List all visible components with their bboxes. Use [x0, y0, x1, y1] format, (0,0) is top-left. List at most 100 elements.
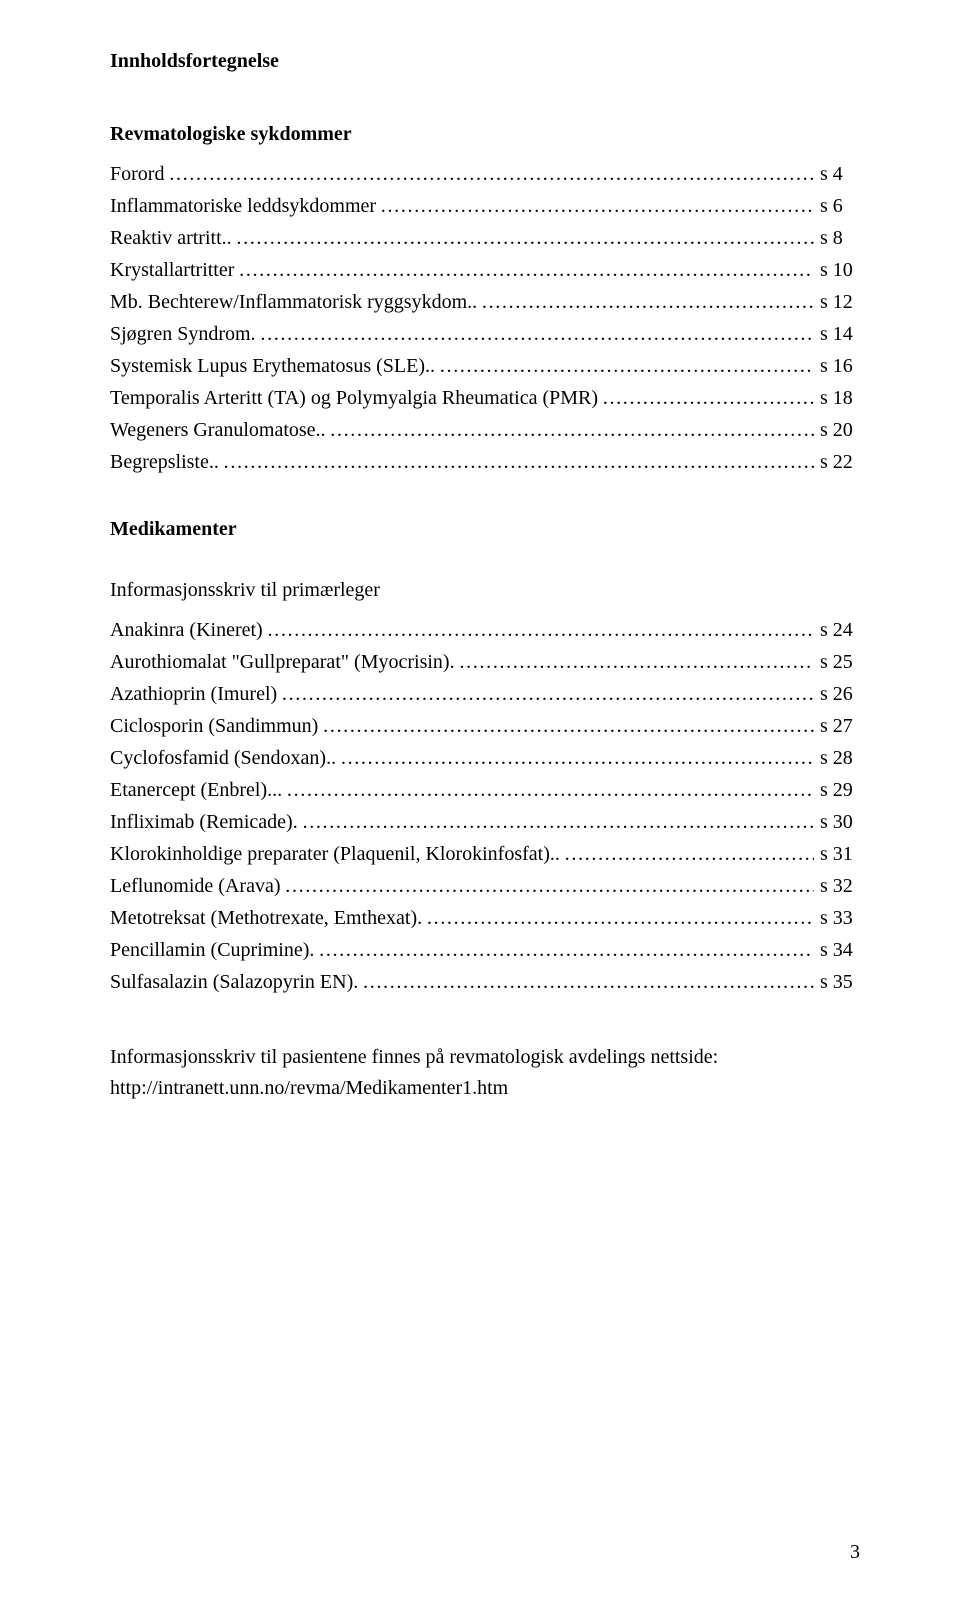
toc-section-diseases: Revmatologiske sykdommer Forords 4Inflam…: [110, 123, 860, 478]
toc-label: Ciclosporin (Sandimmun): [110, 710, 318, 742]
toc-row: Inflammatoriske leddsykdommer s 6: [110, 190, 860, 222]
toc-leader: [376, 190, 814, 222]
toc-row: Sulfasalazin (Salazopyrin EN). s 35: [110, 966, 860, 998]
section-heading-medications: Medikamenter: [110, 518, 860, 541]
toc-label: Wegeners Granulomatose..: [110, 414, 326, 446]
toc-leader: [298, 806, 814, 838]
toc-leader: [326, 414, 814, 446]
toc-row: Forord s 4: [110, 158, 860, 190]
toc-leader: [234, 254, 814, 286]
toc-label: Forord: [110, 158, 164, 190]
toc-page: s 14: [814, 318, 860, 350]
footer-note: Informasjonsskriv til pasientene finnes …: [110, 1042, 860, 1104]
toc-leader: [263, 614, 814, 646]
toc-leader: [318, 710, 814, 742]
toc-label: Leflunomide (Arava): [110, 870, 280, 902]
toc-page: s 8: [814, 222, 860, 254]
toc-page: s 32: [814, 870, 860, 902]
toc-page: s 18: [814, 382, 860, 414]
toc-leader: [560, 838, 814, 870]
toc-row: Mb. Bechterew/Inflammatorisk ryggsykdom.…: [110, 286, 860, 318]
toc-label: Reaktiv artritt..: [110, 222, 232, 254]
toc-row: Cyclofosfamid (Sendoxan).. s 28: [110, 742, 860, 774]
toc-row: Pencillamin (Cuprimine). s 34: [110, 934, 860, 966]
section-subheading-medications: Informasjonsskriv til primærleger: [110, 579, 860, 602]
toc-page: s 28: [814, 742, 860, 774]
toc-row: Ciclosporin (Sandimmun) s 27: [110, 710, 860, 742]
toc-page: s 22: [814, 446, 860, 478]
toc-page: s 27: [814, 710, 860, 742]
toc-label: Cyclofosfamid (Sendoxan)..: [110, 742, 336, 774]
toc-label: Klorokinholdige preparater (Plaquenil, K…: [110, 838, 560, 870]
toc-label: Aurothiomalat "Gullpreparat" (Myocrisin)…: [110, 646, 455, 678]
toc-label: Systemisk Lupus Erythematosus (SLE)..: [110, 350, 435, 382]
toc-label: Sulfasalazin (Salazopyrin EN).: [110, 966, 358, 998]
toc-row: Metotreksat (Methotrexate, Emthexat). s 3…: [110, 902, 860, 934]
page-title: Innholdsfortegnelse: [110, 50, 860, 73]
toc-row: Aurothiomalat "Gullpreparat" (Myocrisin)…: [110, 646, 860, 678]
toc-label: Sjøgren Syndrom.: [110, 318, 256, 350]
toc-leader: [435, 350, 814, 382]
toc-row: Etanercept (Enbrel)... s 29: [110, 774, 860, 806]
toc-page: s 10: [814, 254, 860, 286]
toc-section-medications: Medikamenter Informasjonsskriv til primæ…: [110, 518, 860, 998]
toc-page: s 12: [814, 286, 860, 318]
toc-leader: [336, 742, 814, 774]
toc-page: s 35: [814, 966, 860, 998]
toc-page: s 30: [814, 806, 860, 838]
toc-page: s 29: [814, 774, 860, 806]
note-line: Informasjonsskriv til pasientene finnes …: [110, 1042, 860, 1073]
toc-page: s 4: [814, 158, 860, 190]
toc-row: Klorokinholdige preparater (Plaquenil, K…: [110, 838, 860, 870]
toc-row: Temporalis Arteritt (TA) og Polymyalgia …: [110, 382, 860, 414]
toc-label: Anakinra (Kineret): [110, 614, 263, 646]
toc-label: Etanercept (Enbrel)...: [110, 774, 282, 806]
toc-row: Azathioprin (Imurel) s 26: [110, 678, 860, 710]
toc-row: Leflunomide (Arava) s 32: [110, 870, 860, 902]
toc-row: Wegeners Granulomatose.. s 20: [110, 414, 860, 446]
toc-label: Begrepsliste..: [110, 446, 219, 478]
toc-label: Inflammatoriske leddsykdommer: [110, 190, 376, 222]
toc-label: Infliximab (Remicade).: [110, 806, 298, 838]
toc-list-diseases: Forord s 4 Inflammatoriske leddsykdommer s …: [110, 158, 860, 478]
toc-leader: [232, 222, 814, 254]
toc-leader: [314, 934, 814, 966]
toc-leader: [358, 966, 814, 998]
toc-leader: [164, 158, 814, 190]
toc-label: Metotreksat (Methotrexate, Emthexat).: [110, 902, 422, 934]
toc-leader: [280, 870, 814, 902]
toc-page: s 20: [814, 414, 860, 446]
toc-list-medications: Anakinra (Kineret) s 24 Aurothiomalat "Gul…: [110, 614, 860, 998]
toc-row: Anakinra (Kineret) s 24: [110, 614, 860, 646]
toc-page: s 16: [814, 350, 860, 382]
toc-label: Krystallartritter: [110, 254, 234, 286]
toc-page: s 25: [814, 646, 860, 678]
toc-page: s 6: [814, 190, 860, 222]
toc-leader: [256, 318, 814, 350]
toc-page: s 24: [814, 614, 860, 646]
toc-label: Mb. Bechterew/Inflammatorisk ryggsykdom.…: [110, 286, 477, 318]
toc-row: Sjøgren Syndrom. s 14: [110, 318, 860, 350]
toc-leader: [282, 774, 814, 806]
section-heading-diseases: Revmatologiske sykdommer: [110, 123, 860, 146]
toc-leader: [455, 646, 814, 678]
toc-row: Krystallartritter s 10: [110, 254, 860, 286]
toc-page: s 33: [814, 902, 860, 934]
toc-leader: [422, 902, 814, 934]
toc-row: Systemisk Lupus Erythematosus (SLE).. s 1…: [110, 350, 860, 382]
page-number: 3: [850, 1541, 860, 1564]
toc-page: s 26: [814, 678, 860, 710]
toc-label: Temporalis Arteritt (TA) og Polymyalgia …: [110, 382, 598, 414]
toc-page: s 34: [814, 934, 860, 966]
toc-leader: [219, 446, 814, 478]
toc-page: s 31: [814, 838, 860, 870]
toc-row: Reaktiv artritt.. s 8: [110, 222, 860, 254]
toc-label: Azathioprin (Imurel): [110, 678, 277, 710]
toc-row: Infliximab (Remicade). s 30: [110, 806, 860, 838]
toc-label: Pencillamin (Cuprimine).: [110, 934, 314, 966]
toc-leader: [598, 382, 814, 414]
toc-leader: [277, 678, 814, 710]
toc-leader: [477, 286, 814, 318]
note-url: http://intranett.unn.no/revma/Medikament…: [110, 1073, 860, 1104]
toc-row: Begrepsliste.. s 22: [110, 446, 860, 478]
